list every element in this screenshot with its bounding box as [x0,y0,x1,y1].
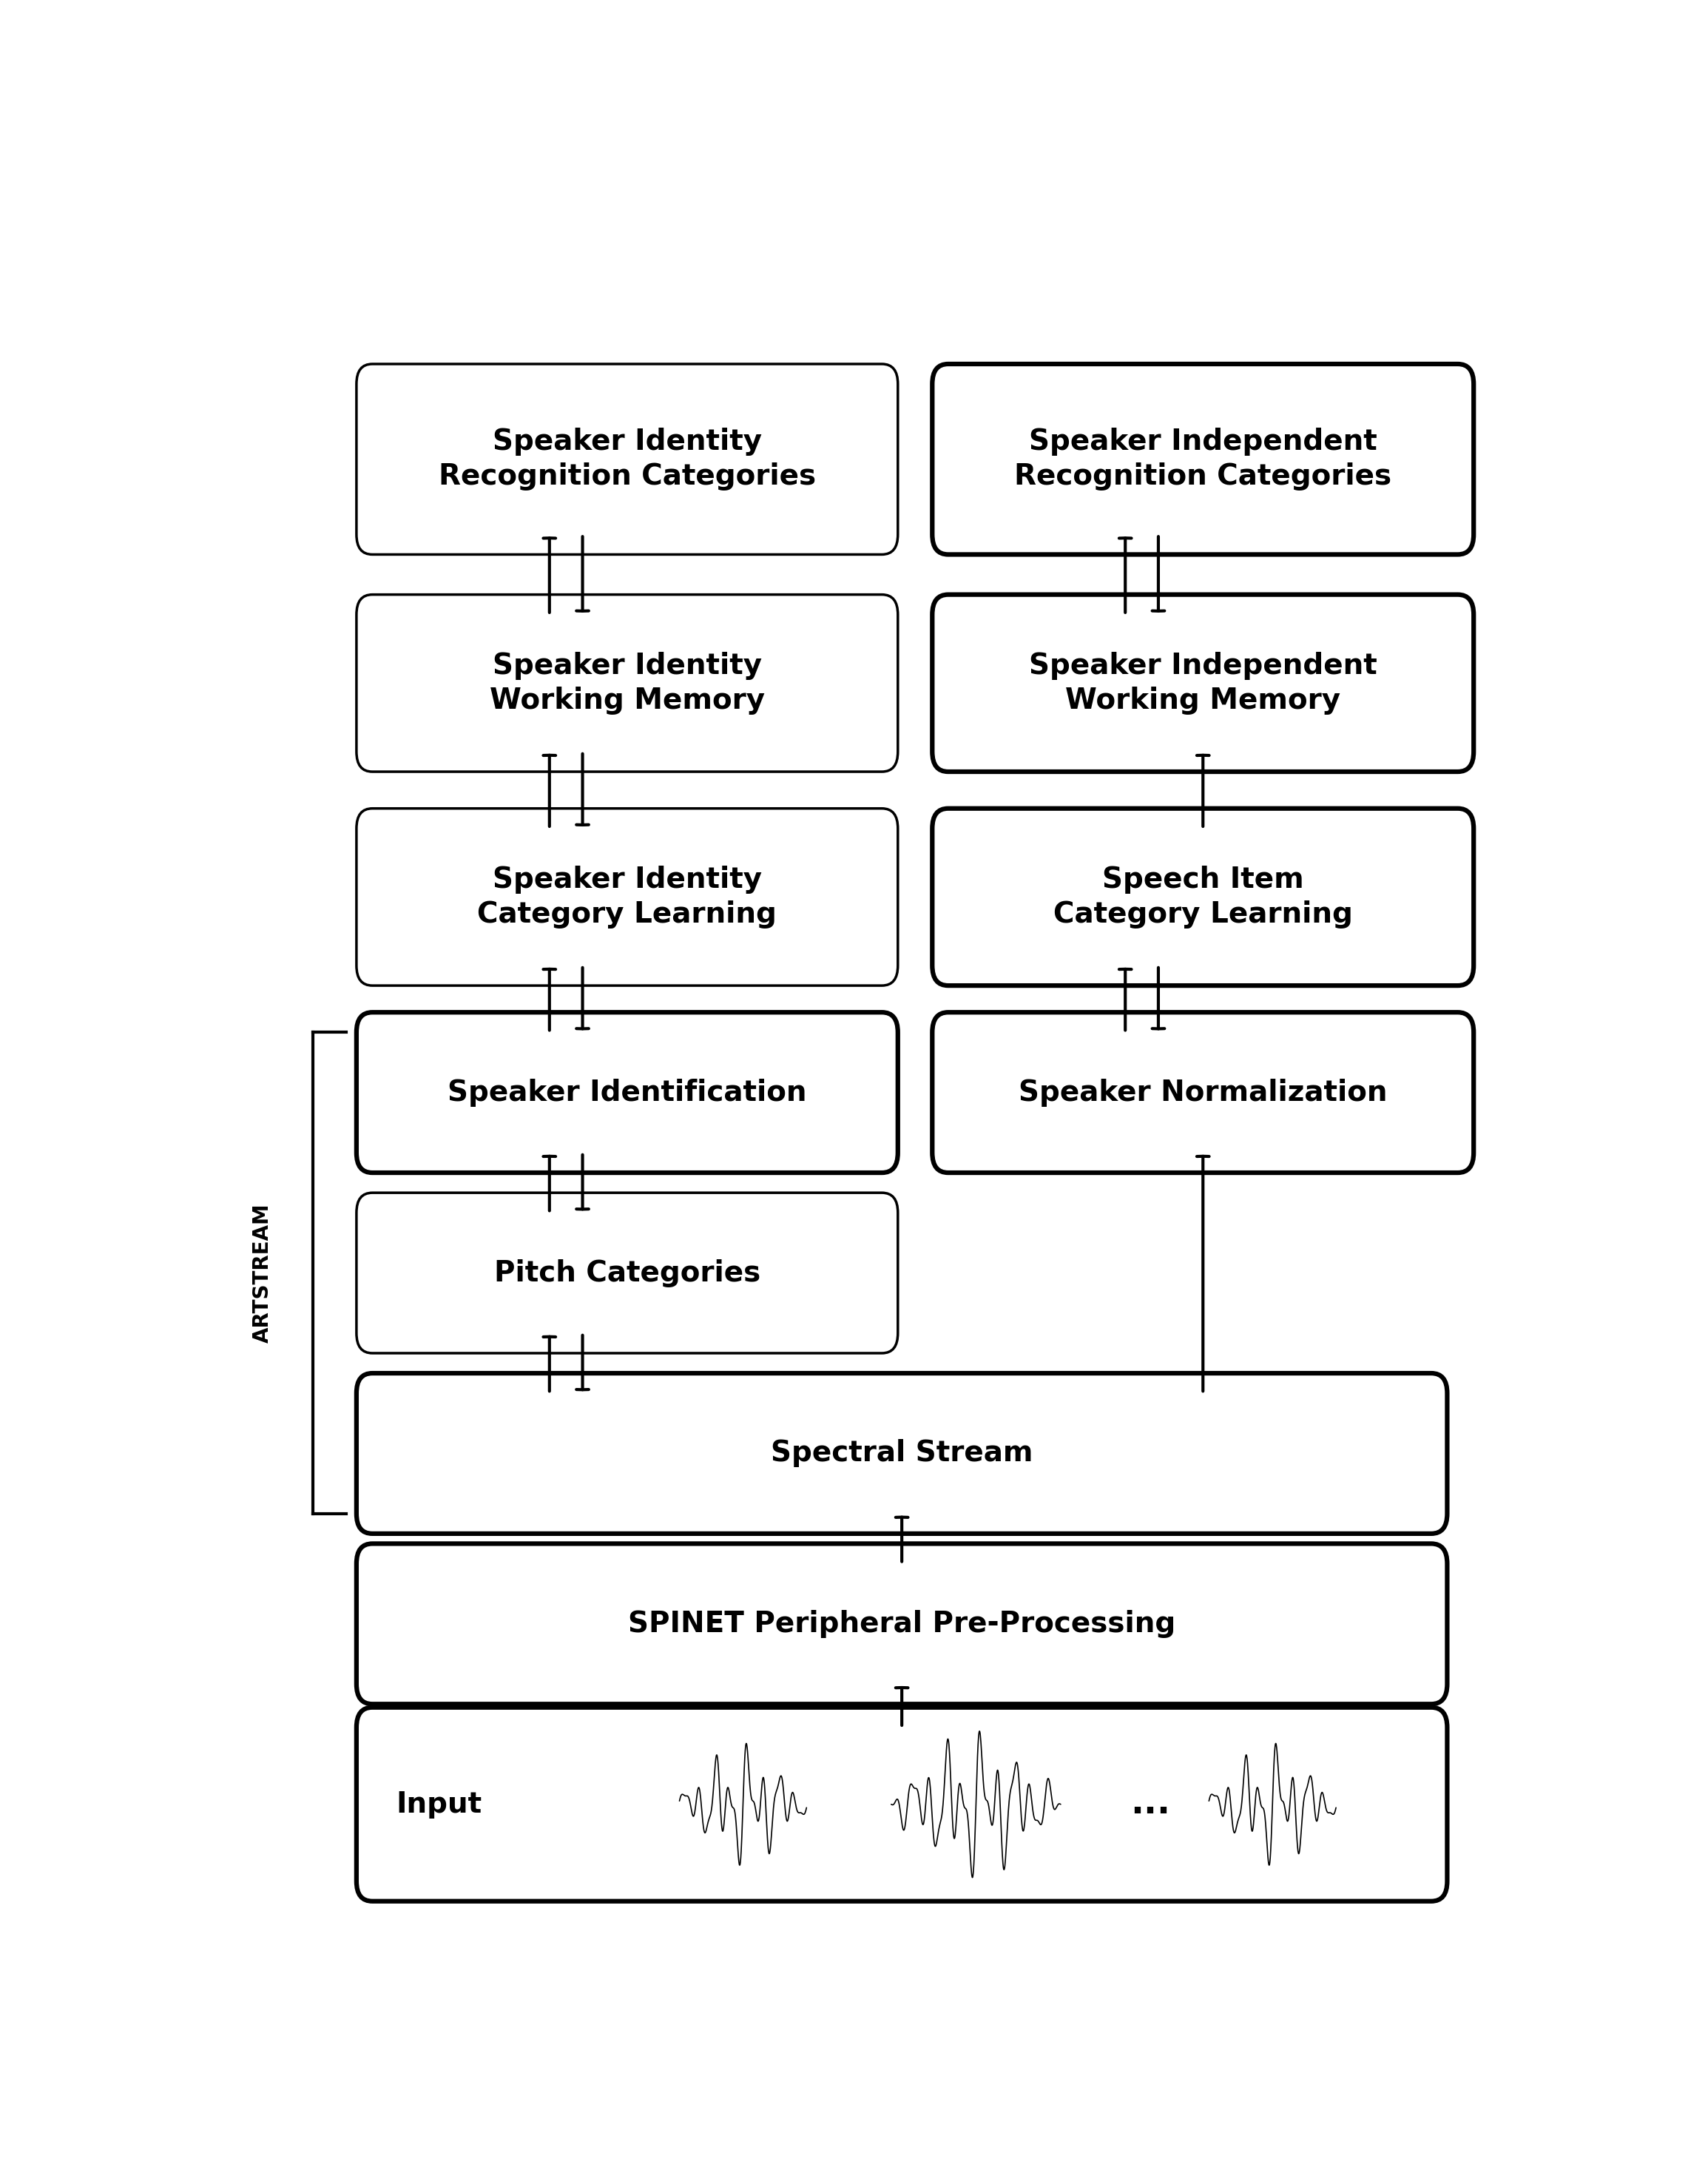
Text: Speaker Independent
Recognition Categories: Speaker Independent Recognition Categori… [1015,427,1392,490]
Text: Spectral Stream: Spectral Stream [770,1439,1033,1467]
FancyBboxPatch shape [933,365,1474,556]
FancyBboxPatch shape [357,365,898,556]
FancyBboxPatch shape [357,1708,1447,1901]
Text: Pitch Categories: Pitch Categories [494,1259,760,1287]
FancyBboxPatch shape [933,1011,1474,1172]
FancyBboxPatch shape [357,1543,1447,1703]
FancyBboxPatch shape [357,1011,898,1172]
FancyBboxPatch shape [357,1374,1447,1534]
Text: Speaker Identity
Category Learning: Speaker Identity Category Learning [478,866,777,929]
Text: Speaker Identity
Working Memory: Speaker Identity Working Memory [490,651,765,714]
Text: Speaker Independent
Working Memory: Speaker Independent Working Memory [1028,651,1377,714]
FancyBboxPatch shape [357,1194,898,1354]
Text: Speaker Identification: Speaker Identification [447,1078,806,1107]
Text: Input: Input [396,1790,482,1818]
Text: Speech Item
Category Learning: Speech Item Category Learning [1054,866,1353,929]
FancyBboxPatch shape [357,595,898,773]
Text: ARTSTREAM: ARTSTREAM [253,1202,273,1343]
Text: SPINET Peripheral Pre-Processing: SPINET Peripheral Pre-Processing [629,1610,1175,1638]
Text: ...: ... [1131,1788,1170,1821]
FancyBboxPatch shape [933,809,1474,985]
Text: Speaker Normalization: Speaker Normalization [1018,1078,1387,1107]
FancyBboxPatch shape [357,809,898,985]
Text: Speaker Identity
Recognition Categories: Speaker Identity Recognition Categories [439,427,816,490]
FancyBboxPatch shape [933,595,1474,773]
